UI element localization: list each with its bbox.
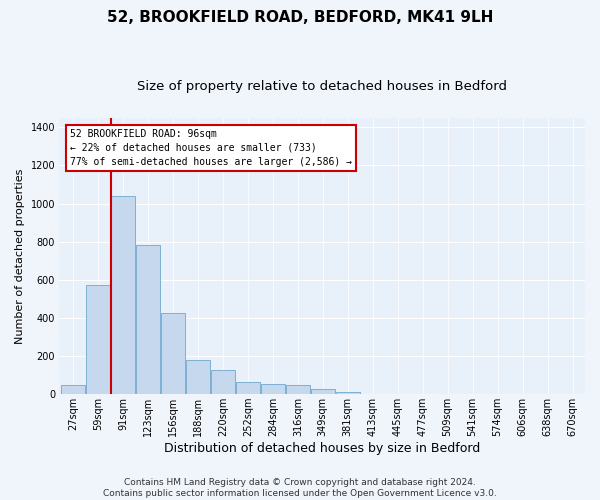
Bar <box>311 390 335 394</box>
X-axis label: Distribution of detached houses by size in Bedford: Distribution of detached houses by size … <box>164 442 480 455</box>
Y-axis label: Number of detached properties: Number of detached properties <box>15 168 25 344</box>
Bar <box>286 384 310 394</box>
Text: 52, BROOKFIELD ROAD, BEDFORD, MK41 9LH: 52, BROOKFIELD ROAD, BEDFORD, MK41 9LH <box>107 10 493 25</box>
Title: Size of property relative to detached houses in Bedford: Size of property relative to detached ho… <box>137 80 507 93</box>
Text: Contains HM Land Registry data © Crown copyright and database right 2024.
Contai: Contains HM Land Registry data © Crown c… <box>103 478 497 498</box>
Bar <box>236 382 260 394</box>
Bar <box>86 284 110 394</box>
Bar <box>111 196 135 394</box>
Bar <box>61 384 85 394</box>
Text: 52 BROOKFIELD ROAD: 96sqm
← 22% of detached houses are smaller (733)
77% of semi: 52 BROOKFIELD ROAD: 96sqm ← 22% of detac… <box>70 129 352 167</box>
Bar <box>336 392 359 394</box>
Bar <box>261 384 285 394</box>
Bar <box>136 244 160 394</box>
Bar <box>211 370 235 394</box>
Bar <box>161 313 185 394</box>
Bar <box>186 360 210 394</box>
